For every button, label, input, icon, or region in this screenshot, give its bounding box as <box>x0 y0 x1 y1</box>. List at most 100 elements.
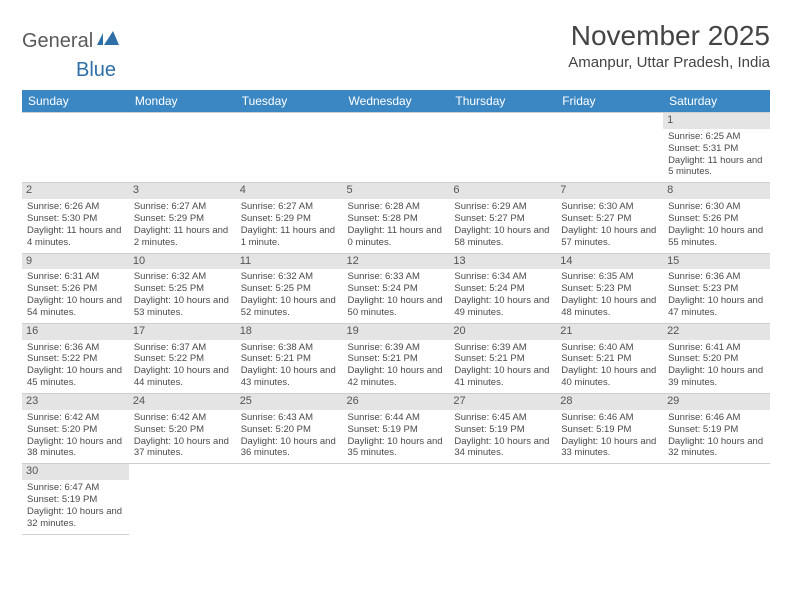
calendar-day-cell: 19 Sunrise: 6:39 AMSunset: 5:21 PMDayligh… <box>343 323 450 393</box>
day-number: 11 <box>236 254 343 270</box>
calendar-day-cell: 23Sunrise: 6:42 AMSunset: 5:20 PMDayligh… <box>22 394 129 464</box>
day-number: 28 <box>556 394 663 410</box>
day-number: 16 <box>22 324 129 340</box>
day-number: 8 <box>663 183 770 199</box>
calendar-day-cell <box>663 464 770 534</box>
day-number: 22 <box>663 324 770 340</box>
day-details: Sunrise: 6:37 AMSunset: 5:22 PMDaylight:… <box>133 342 232 390</box>
day-details: Sunrise: 6:39 AMSunset: 5:21 PMDaylight:… <box>347 342 446 390</box>
calendar-day-cell: 22 Sunrise: 6:41 AMSunset: 5:20 PMDayligh… <box>663 323 770 393</box>
calendar-day-cell: 11Sunrise: 6:32 AMSunset: 5:25 PMDayligh… <box>236 253 343 323</box>
calendar-day-cell: 12Sunrise: 6:33 AMSunset: 5:24 PMDayligh… <box>343 253 450 323</box>
calendar-day-cell: 17 Sunrise: 6:37 AMSunset: 5:22 PMDayligh… <box>129 323 236 393</box>
day-details: Sunrise: 6:32 AMSunset: 5:25 PMDaylight:… <box>133 271 232 319</box>
day-number: 26 <box>343 394 450 410</box>
day-number: 13 <box>449 254 556 270</box>
calendar-day-cell <box>236 113 343 183</box>
day-number: 3 <box>129 183 236 199</box>
calendar-day-cell <box>556 113 663 183</box>
day-header: Thursday <box>449 90 556 113</box>
calendar-week-row: 16 Sunrise: 6:36 AMSunset: 5:22 PMDayligh… <box>22 323 770 393</box>
day-number: 27 <box>449 394 556 410</box>
day-number: 9 <box>22 254 129 270</box>
calendar-day-cell: 26 Sunrise: 6:44 AMSunset: 5:19 PMDayligh… <box>343 394 450 464</box>
calendar-day-cell <box>449 113 556 183</box>
day-details: Sunrise: 6:35 AMSunset: 5:23 PMDaylight:… <box>560 271 659 319</box>
calendar-day-cell <box>343 113 450 183</box>
calendar-week-row: 1 Sunrise: 6:25 AMSunset: 5:31 PMDaylight… <box>22 113 770 183</box>
calendar-day-cell: 28 Sunrise: 6:46 AMSunset: 5:19 PMDayligh… <box>556 394 663 464</box>
day-number: 20 <box>449 324 556 340</box>
day-details: Sunrise: 6:33 AMSunset: 5:24 PMDaylight:… <box>347 271 446 319</box>
calendar-day-cell: 25 Sunrise: 6:43 AMSunset: 5:20 PMDayligh… <box>236 394 343 464</box>
day-details: Sunrise: 6:41 AMSunset: 5:20 PMDaylight:… <box>667 342 766 390</box>
day-number: 23 <box>22 394 129 410</box>
title-block: November 2025 Amanpur, Uttar Pradesh, In… <box>568 20 770 71</box>
calendar-day-cell: 27 Sunrise: 6:45 AMSunset: 5:19 PMDayligh… <box>449 394 556 464</box>
calendar-day-cell: 6Sunrise: 6:29 AMSunset: 5:27 PMDaylight… <box>449 183 556 253</box>
day-number: 7 <box>556 183 663 199</box>
calendar-header-row: SundayMondayTuesdayWednesdayThursdayFrid… <box>22 90 770 113</box>
calendar-week-row: 30 Sunrise: 6:47 AMSunset: 5:19 PMDayligh… <box>22 464 770 534</box>
calendar-week-row: 23Sunrise: 6:42 AMSunset: 5:20 PMDayligh… <box>22 394 770 464</box>
day-details: Sunrise: 6:44 AMSunset: 5:19 PMDaylight:… <box>347 412 446 460</box>
calendar-day-cell: 5 Sunrise: 6:28 AMSunset: 5:28 PMDaylight… <box>343 183 450 253</box>
day-details: Sunrise: 6:45 AMSunset: 5:19 PMDaylight:… <box>453 412 552 460</box>
day-number: 19 <box>343 324 450 340</box>
calendar-day-cell <box>343 464 450 534</box>
day-number: 21 <box>556 324 663 340</box>
day-number: 2 <box>22 183 129 199</box>
day-details: Sunrise: 6:25 AMSunset: 5:31 PMDaylight:… <box>667 131 766 179</box>
calendar-day-cell: 24Sunrise: 6:42 AMSunset: 5:20 PMDayligh… <box>129 394 236 464</box>
calendar-day-cell: 8Sunrise: 6:30 AMSunset: 5:26 PMDaylight… <box>663 183 770 253</box>
logo-text-general: General <box>22 30 93 53</box>
day-number: 1 <box>663 113 770 129</box>
day-header: Friday <box>556 90 663 113</box>
day-details: Sunrise: 6:30 AMSunset: 5:27 PMDaylight:… <box>560 201 659 249</box>
day-details: Sunrise: 6:46 AMSunset: 5:19 PMDaylight:… <box>667 412 766 460</box>
page-subtitle: Amanpur, Uttar Pradesh, India <box>568 54 770 71</box>
day-number: 4 <box>236 183 343 199</box>
calendar-day-cell: 30 Sunrise: 6:47 AMSunset: 5:19 PMDayligh… <box>22 464 129 534</box>
logo-text-blue: Blue <box>22 59 116 81</box>
day-number: 18 <box>236 324 343 340</box>
calendar-day-cell: 7 Sunrise: 6:30 AMSunset: 5:27 PMDaylight… <box>556 183 663 253</box>
flag-icon <box>97 31 119 52</box>
day-number: 15 <box>663 254 770 270</box>
calendar-day-cell: 1 Sunrise: 6:25 AMSunset: 5:31 PMDaylight… <box>663 113 770 183</box>
day-number: 24 <box>129 394 236 410</box>
day-details: Sunrise: 6:40 AMSunset: 5:21 PMDaylight:… <box>560 342 659 390</box>
calendar-day-cell <box>22 113 129 183</box>
day-details: Sunrise: 6:28 AMSunset: 5:28 PMDaylight:… <box>347 201 446 249</box>
day-details: Sunrise: 6:27 AMSunset: 5:29 PMDaylight:… <box>240 201 339 249</box>
day-details: Sunrise: 6:36 AMSunset: 5:22 PMDaylight:… <box>26 342 125 390</box>
calendar-day-cell: 15Sunrise: 6:36 AMSunset: 5:23 PMDayligh… <box>663 253 770 323</box>
day-details: Sunrise: 6:27 AMSunset: 5:29 PMDaylight:… <box>133 201 232 249</box>
day-number: 30 <box>22 464 129 480</box>
day-number: 17 <box>129 324 236 340</box>
day-details: Sunrise: 6:34 AMSunset: 5:24 PMDaylight:… <box>453 271 552 319</box>
day-header: Saturday <box>663 90 770 113</box>
calendar-day-cell: 4 Sunrise: 6:27 AMSunset: 5:29 PMDaylight… <box>236 183 343 253</box>
page-title: November 2025 <box>568 20 770 52</box>
day-details: Sunrise: 6:26 AMSunset: 5:30 PMDaylight:… <box>26 201 125 249</box>
calendar-day-cell <box>449 464 556 534</box>
day-number: 5 <box>343 183 450 199</box>
calendar-week-row: 2 Sunrise: 6:26 AMSunset: 5:30 PMDaylight… <box>22 183 770 253</box>
calendar-day-cell: 2 Sunrise: 6:26 AMSunset: 5:30 PMDaylight… <box>22 183 129 253</box>
day-details: Sunrise: 6:47 AMSunset: 5:19 PMDaylight:… <box>26 482 125 530</box>
day-number: 6 <box>449 183 556 199</box>
day-details: Sunrise: 6:43 AMSunset: 5:20 PMDaylight:… <box>240 412 339 460</box>
calendar-day-cell: 9Sunrise: 6:31 AMSunset: 5:26 PMDaylight… <box>22 253 129 323</box>
day-details: Sunrise: 6:46 AMSunset: 5:19 PMDaylight:… <box>560 412 659 460</box>
calendar-day-cell: 13Sunrise: 6:34 AMSunset: 5:24 PMDayligh… <box>449 253 556 323</box>
day-number: 14 <box>556 254 663 270</box>
calendar-day-cell: 14Sunrise: 6:35 AMSunset: 5:23 PMDayligh… <box>556 253 663 323</box>
calendar-table: SundayMondayTuesdayWednesdayThursdayFrid… <box>22 90 770 535</box>
calendar-body: 1 Sunrise: 6:25 AMSunset: 5:31 PMDaylight… <box>22 113 770 535</box>
day-details: Sunrise: 6:32 AMSunset: 5:25 PMDaylight:… <box>240 271 339 319</box>
calendar-day-cell: 3 Sunrise: 6:27 AMSunset: 5:29 PMDaylight… <box>129 183 236 253</box>
day-number: 25 <box>236 394 343 410</box>
day-number: 12 <box>343 254 450 270</box>
day-header: Tuesday <box>236 90 343 113</box>
